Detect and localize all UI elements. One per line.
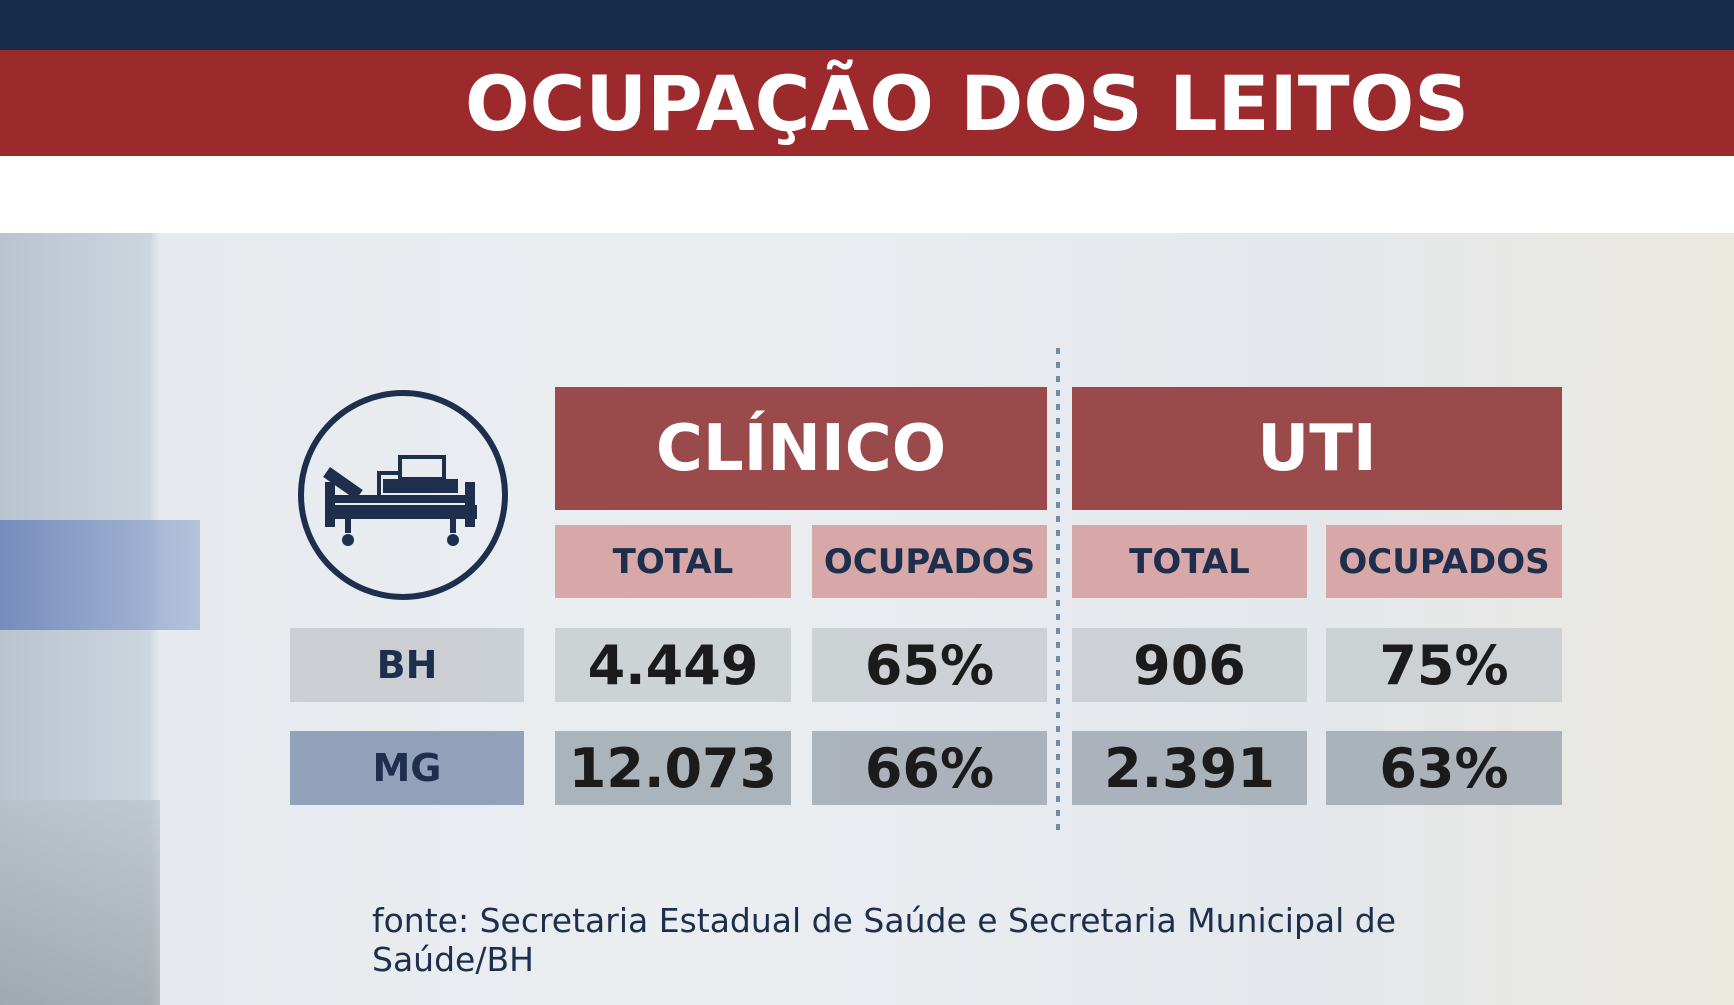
divider [1056, 348, 1060, 838]
cell: 65% [812, 628, 1047, 702]
background-blur [0, 800, 160, 1005]
column-header: TOTAL [555, 525, 791, 598]
column-header: OCUPADOS [812, 525, 1047, 598]
column-header: OCUPADOS [1326, 525, 1562, 598]
row-label: MG [290, 731, 524, 805]
title: OCUPAÇÃO DOS LEITOS [0, 50, 1734, 156]
row-label: BH [290, 628, 524, 702]
source: fonte: Secretaria Estadual de Saúde e Se… [372, 901, 1397, 979]
group-header: CLÍNICO [555, 387, 1047, 510]
cell: 2.391 [1072, 731, 1307, 805]
top-bar [0, 0, 1734, 50]
cell: 906 [1072, 628, 1307, 702]
cell: 12.073 [555, 731, 791, 805]
group-header: UTI [1072, 387, 1562, 510]
background [0, 233, 1734, 1005]
cell: 75% [1326, 628, 1562, 702]
cell: 63% [1326, 731, 1562, 805]
bed-icon [298, 390, 508, 600]
cell: 66% [812, 731, 1047, 805]
background-blur [0, 520, 200, 630]
column-header: TOTAL [1072, 525, 1307, 598]
cell: 4.449 [555, 628, 791, 702]
